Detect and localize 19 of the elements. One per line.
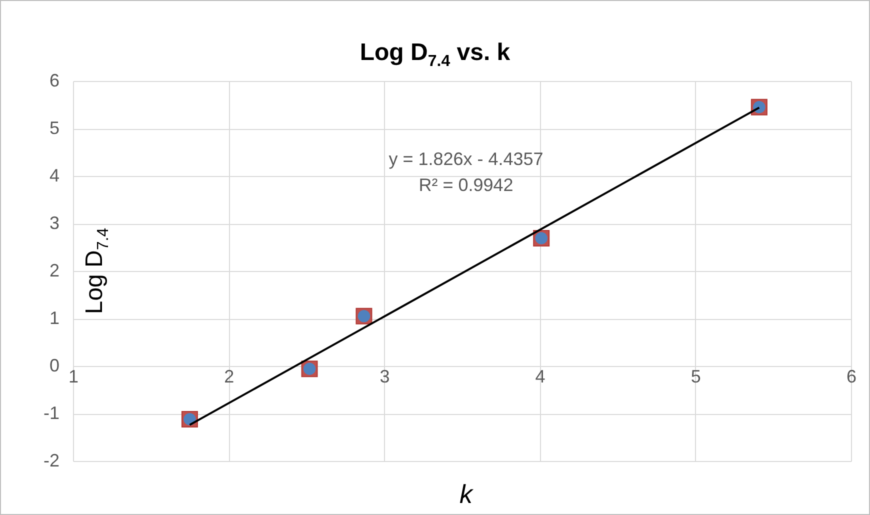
- y-tick-label: 1: [49, 308, 60, 328]
- y-tick-label: -1: [43, 403, 60, 423]
- x-axis-title: k: [460, 479, 472, 510]
- y-tick-label: 3: [49, 213, 60, 233]
- x-tick-label: 6: [846, 366, 857, 386]
- x-tick-label: 2: [224, 366, 234, 386]
- x-tick-label: 1: [68, 366, 79, 386]
- chart-title: Log D$_{7.4}$ vs. k: [358, 39, 512, 71]
- annotation: R² = 0.9942: [418, 175, 514, 195]
- y-tick-label: 0: [49, 356, 60, 376]
- x-tick-label: 5: [690, 366, 701, 386]
- y-tick-label: 6: [49, 70, 60, 90]
- x-tick-label: 4: [535, 366, 546, 386]
- x-tick-label: 3: [380, 366, 390, 386]
- y-tick-label: 2: [49, 260, 60, 280]
- y-tick-label: 5: [49, 118, 60, 138]
- annotation: y = 1.826x - 4.4357: [388, 149, 544, 169]
- y-tick-label: 4: [49, 166, 60, 186]
- y-tick-label: -2: [43, 450, 60, 470]
